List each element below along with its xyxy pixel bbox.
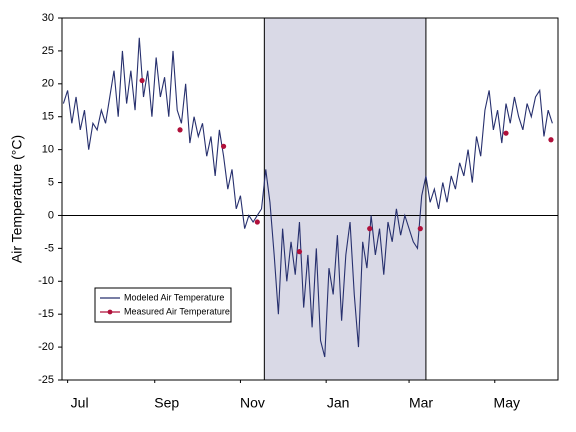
- y-tick-label: -10: [38, 275, 54, 287]
- measured-point: [548, 137, 554, 143]
- y-tick-label: 10: [42, 144, 54, 156]
- y-tick-label: -20: [38, 341, 54, 353]
- measured-point: [417, 226, 423, 232]
- y-tick-label: 0: [48, 209, 54, 221]
- legend-label: Measured Air Temperature: [124, 306, 230, 316]
- x-tick-label: Sep: [154, 395, 179, 411]
- measured-point: [139, 77, 145, 84]
- x-tick-label: Nov: [240, 395, 265, 411]
- measured-point: [367, 226, 373, 232]
- y-tick-label: -15: [38, 308, 54, 320]
- plot-frame: [61, 17, 559, 381]
- measured-point: [296, 249, 303, 255]
- measured-point: [254, 219, 260, 225]
- measured-point: [177, 127, 183, 133]
- measured-point: [503, 130, 509, 136]
- legend-swatch-point: [107, 309, 113, 315]
- y-tick-label: 30: [42, 12, 54, 24]
- measured-point: [220, 143, 227, 149]
- legend-label: Modeled Air Temperature: [124, 292, 224, 302]
- y-tick-label: 5: [48, 176, 54, 188]
- y-tick-label: 25: [42, 45, 54, 57]
- y-tick-label: -5: [44, 242, 54, 254]
- x-tick-label: Jul: [71, 395, 89, 411]
- y-tick-label: -25: [38, 374, 54, 386]
- x-tick-label: Jan: [327, 395, 350, 411]
- y-axis-label: Air Temperature (°C): [9, 135, 25, 263]
- y-tick-label: 20: [42, 78, 54, 90]
- y-tick-label: 15: [42, 111, 54, 123]
- x-tick-label: Mar: [409, 395, 433, 411]
- highlight-band: [264, 18, 426, 380]
- modeled-line: [62, 37, 553, 358]
- legend-box: [94, 287, 232, 323]
- x-tick-label: May: [494, 395, 520, 411]
